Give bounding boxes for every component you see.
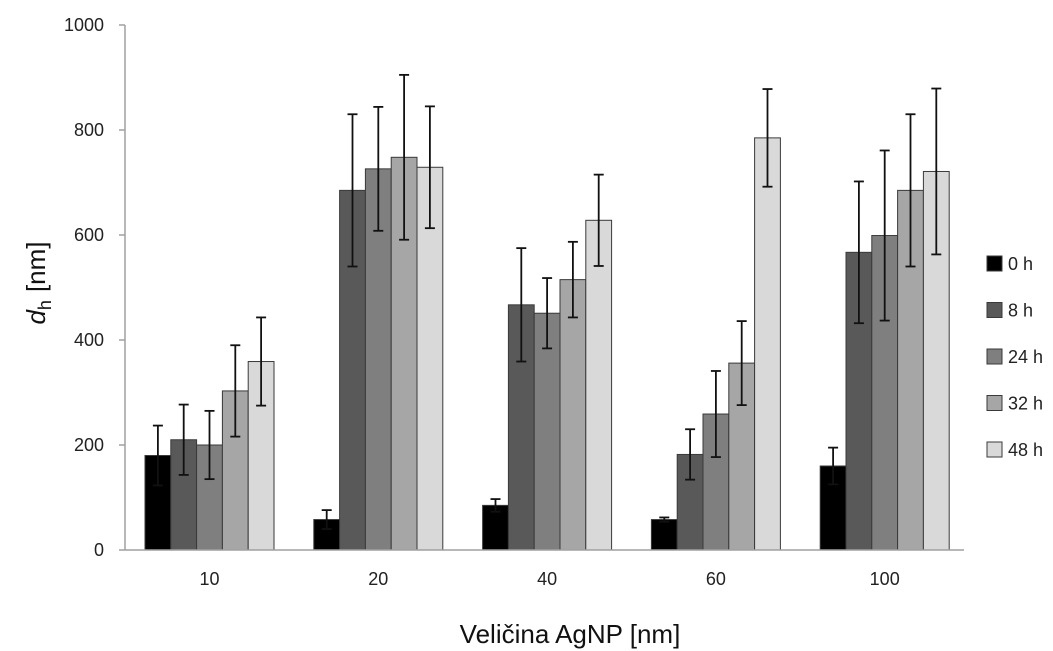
error-bar-10-32h — [230, 344, 241, 438]
error-bar-60-48h — [762, 88, 773, 188]
x-tick-label-60: 60 — [706, 569, 726, 589]
error-bar-20-8h — [347, 113, 358, 268]
error-bar-20-32h — [399, 73, 410, 241]
legend-swatch-8h — [986, 302, 1003, 318]
y-axis-title-subscript: h — [35, 300, 55, 310]
legend-swatch-48h — [986, 441, 1003, 458]
error-bar-60-0h — [659, 516, 670, 523]
error-bar-40-24h — [542, 277, 553, 350]
error-bar-100-8h — [853, 180, 864, 325]
error-bar-100-48h — [931, 87, 942, 256]
error-bar-60-32h — [736, 320, 747, 407]
legend-label-24h: 24 h — [1008, 347, 1043, 367]
legend-swatch-0h — [986, 255, 1003, 272]
bar-60-0h — [650, 519, 678, 551]
y-tick-label-200: 200 — [74, 435, 104, 455]
error-bar-10-24h — [204, 409, 215, 481]
y-tick-label-800: 800 — [74, 120, 104, 140]
error-bar-100-0h — [828, 446, 839, 486]
legend-label-8h: 8 h — [1008, 301, 1033, 321]
y-axis-title-unit: [nm] — [21, 241, 51, 292]
y-tick-label-1000: 1000 — [64, 15, 104, 35]
error-bar-10-0h — [152, 424, 163, 487]
y-axis-title: dh [nm] — [21, 241, 55, 324]
error-bar-20-48h — [424, 105, 435, 230]
error-bar-60-8h — [685, 428, 696, 481]
bar-60-48h — [754, 137, 781, 551]
bar-20-24h — [364, 168, 392, 551]
x-axis-ticks: 10 20 40 60 100 — [199, 569, 899, 589]
bar-100-48h — [922, 170, 950, 551]
error-bar-20-0h — [321, 509, 332, 530]
legend: 0 h 8 h 24 h 32 h 48 h — [986, 254, 1043, 460]
error-bar-100-32h — [905, 113, 916, 268]
error-bar-40-48h — [593, 173, 604, 267]
error-bars-group — [152, 73, 942, 530]
x-tick-label-100: 100 — [870, 569, 900, 589]
bar-20-48h — [416, 166, 444, 551]
bar-40-48h — [585, 219, 613, 551]
legend-swatch-32h — [986, 395, 1003, 411]
x-tick-label-40: 40 — [537, 569, 557, 589]
y-axis-ticks: 0 200 400 600 800 1000 — [64, 15, 125, 560]
y-tick-label-400: 400 — [74, 330, 104, 350]
x-tick-label-20: 20 — [368, 569, 388, 589]
error-bar-40-32h — [567, 240, 578, 319]
x-axis-title: Veličina AgNP [nm] — [460, 619, 681, 649]
error-bar-100-24h — [879, 149, 890, 322]
y-axis-title-symbol: d — [21, 309, 51, 325]
error-bar-10-48h — [256, 316, 267, 407]
x-tick-label-10: 10 — [199, 569, 219, 589]
bar-40-32h — [559, 279, 587, 551]
error-bar-60-24h — [710, 370, 721, 458]
y-tick-label-0: 0 — [94, 540, 104, 560]
legend-label-0h: 0 h — [1008, 254, 1033, 274]
y-tick-label-600: 600 — [74, 225, 104, 245]
error-bar-10-8h — [178, 403, 189, 476]
error-bar-20-24h — [373, 106, 384, 232]
error-bar-40-8h — [516, 247, 527, 363]
bar-40-24h — [533, 312, 561, 551]
legend-label-32h: 32 h — [1008, 394, 1043, 414]
legend-label-48h: 48 h — [1008, 440, 1043, 460]
error-bar-40-0h — [490, 498, 501, 513]
legend-swatch-24h — [986, 348, 1003, 365]
